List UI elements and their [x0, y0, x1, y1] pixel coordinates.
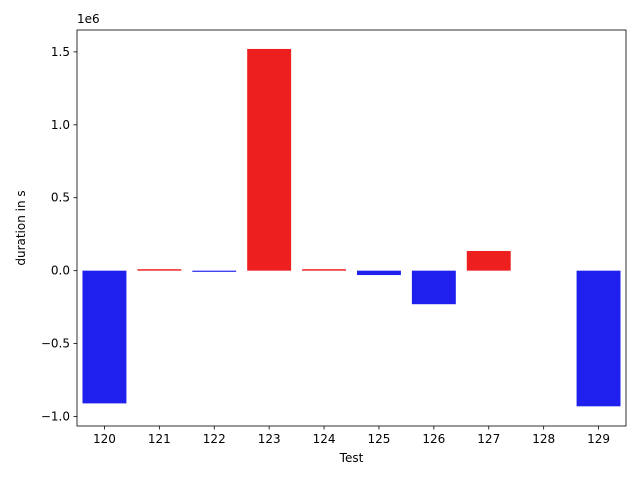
- bar-125: [356, 270, 401, 276]
- x-tick-label: 122: [203, 432, 226, 446]
- y-axis-offset-text: 1e6: [77, 12, 100, 26]
- x-tick-label: 125: [367, 432, 390, 446]
- x-tick-label: 128: [532, 432, 555, 446]
- y-tick-label: 1.5: [51, 45, 70, 59]
- x-axis-ticks: 120 121 122 123 124 125 126 127 128 129: [93, 426, 610, 446]
- bar-127: [466, 250, 511, 271]
- x-axis-label: Test: [339, 451, 364, 465]
- x-tick-label: 129: [587, 432, 610, 446]
- y-tick-label: −1.0: [41, 410, 70, 424]
- x-tick-label: 120: [93, 432, 116, 446]
- bar-122: [192, 270, 237, 272]
- x-tick-label: 123: [258, 432, 281, 446]
- x-tick-label: 126: [422, 432, 445, 446]
- y-axis-ticks: −1.0 −0.5 0.0 0.5 1.0 1.5: [41, 45, 77, 424]
- plot-area-frame: [76, 29, 627, 427]
- y-axis-label: duration in s: [14, 190, 28, 265]
- bar-129: [576, 270, 621, 407]
- bars-group: [82, 48, 621, 407]
- bar-126: [411, 270, 456, 305]
- y-tick-label: 0.0: [51, 264, 70, 278]
- y-tick-label: −0.5: [41, 337, 70, 351]
- x-tick-label: 124: [313, 432, 336, 446]
- y-tick-label: 1.0: [51, 118, 70, 132]
- bar-124: [302, 269, 347, 271]
- bar-120: [82, 270, 127, 404]
- bar-121: [137, 269, 182, 271]
- x-tick-label: 121: [148, 432, 171, 446]
- y-tick-label: 0.5: [51, 191, 70, 205]
- bar-123: [247, 48, 292, 271]
- x-tick-label: 127: [477, 432, 500, 446]
